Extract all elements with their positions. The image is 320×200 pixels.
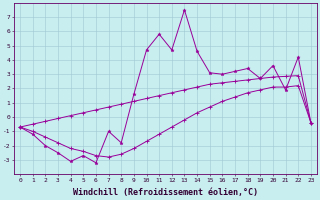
X-axis label: Windchill (Refroidissement éolien,°C): Windchill (Refroidissement éolien,°C) — [73, 188, 258, 197]
